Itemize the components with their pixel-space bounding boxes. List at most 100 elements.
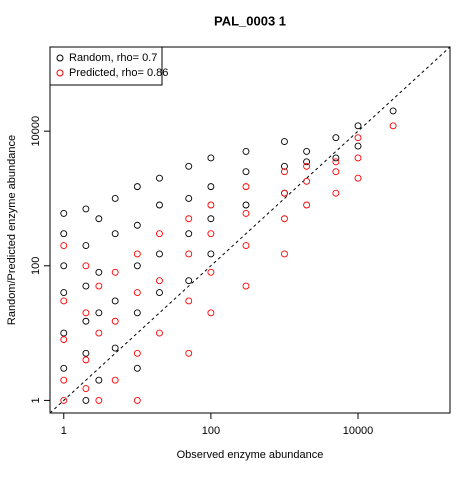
point [185, 277, 193, 285]
point [207, 230, 215, 238]
point [82, 309, 90, 317]
point [60, 364, 68, 372]
point [185, 297, 193, 305]
point [207, 154, 215, 162]
point [185, 230, 193, 238]
point [185, 162, 193, 170]
point [185, 250, 193, 258]
y-axis-label: Random/Predicted enzyme abundance [6, 135, 18, 325]
point [207, 201, 215, 209]
y-tick-label: 10000 [30, 116, 42, 147]
point [303, 147, 311, 155]
point [60, 262, 68, 270]
point [332, 134, 340, 142]
point [354, 174, 362, 182]
point [185, 215, 193, 223]
point [95, 396, 103, 404]
point [133, 183, 141, 191]
chart-title: PAL_0003 1 [214, 13, 286, 28]
point [111, 344, 119, 352]
point [111, 195, 119, 202]
point [242, 168, 250, 176]
point [133, 289, 141, 297]
point [156, 329, 163, 337]
legend-label: Random, rho= 0.7 [69, 52, 157, 64]
point [133, 221, 141, 229]
point [207, 215, 215, 223]
legend-marker [56, 54, 64, 62]
point [242, 201, 250, 209]
point [133, 309, 141, 317]
point [133, 349, 141, 357]
point [111, 268, 119, 276]
point [111, 297, 119, 305]
point [60, 209, 68, 217]
point [95, 282, 103, 290]
x-axis-label: Observed enzyme abundance [177, 449, 324, 461]
point [133, 396, 141, 404]
point [133, 262, 141, 270]
point [332, 158, 340, 166]
legend-box [49, 46, 163, 86]
point [60, 376, 68, 384]
point [354, 122, 362, 130]
point [95, 376, 103, 384]
point [95, 268, 103, 276]
point [156, 289, 163, 297]
point [156, 201, 163, 209]
point [242, 282, 250, 290]
point [281, 189, 288, 197]
point [111, 317, 119, 325]
point [303, 201, 311, 209]
point [60, 396, 68, 404]
point [82, 317, 90, 325]
point [303, 158, 311, 166]
point [60, 289, 68, 297]
point [354, 142, 362, 150]
point [207, 183, 215, 191]
point [82, 262, 90, 270]
point [82, 385, 90, 393]
point [281, 162, 288, 170]
point [60, 297, 68, 305]
point [242, 209, 250, 217]
point [82, 356, 90, 364]
legend-marker [56, 69, 64, 77]
point [111, 376, 119, 384]
point [207, 250, 215, 258]
point [133, 364, 141, 372]
point [156, 174, 163, 182]
point [242, 183, 250, 191]
point [111, 230, 119, 238]
point [242, 147, 250, 155]
point [156, 277, 163, 285]
reference-diagonal [49, 46, 451, 414]
point [82, 242, 90, 249]
point [281, 168, 288, 176]
point [389, 122, 397, 130]
point [95, 215, 103, 223]
legend-label: Predicted, rho= 0.86 [69, 67, 168, 79]
point [185, 349, 193, 357]
point [281, 250, 288, 258]
point [156, 250, 163, 258]
point [82, 205, 90, 213]
point [332, 168, 340, 176]
point [156, 230, 163, 238]
point [95, 329, 103, 337]
point [303, 162, 311, 170]
point [60, 242, 68, 249]
x-tick-label: 100 [202, 425, 220, 437]
point [354, 134, 362, 142]
point [133, 250, 141, 258]
point [60, 230, 68, 238]
point [207, 309, 215, 317]
x-tick-label: 1 [61, 425, 67, 437]
point [82, 396, 90, 404]
point [82, 349, 90, 357]
plot-frame [49, 46, 451, 414]
point [185, 195, 193, 202]
point [82, 282, 90, 290]
point [60, 329, 68, 337]
